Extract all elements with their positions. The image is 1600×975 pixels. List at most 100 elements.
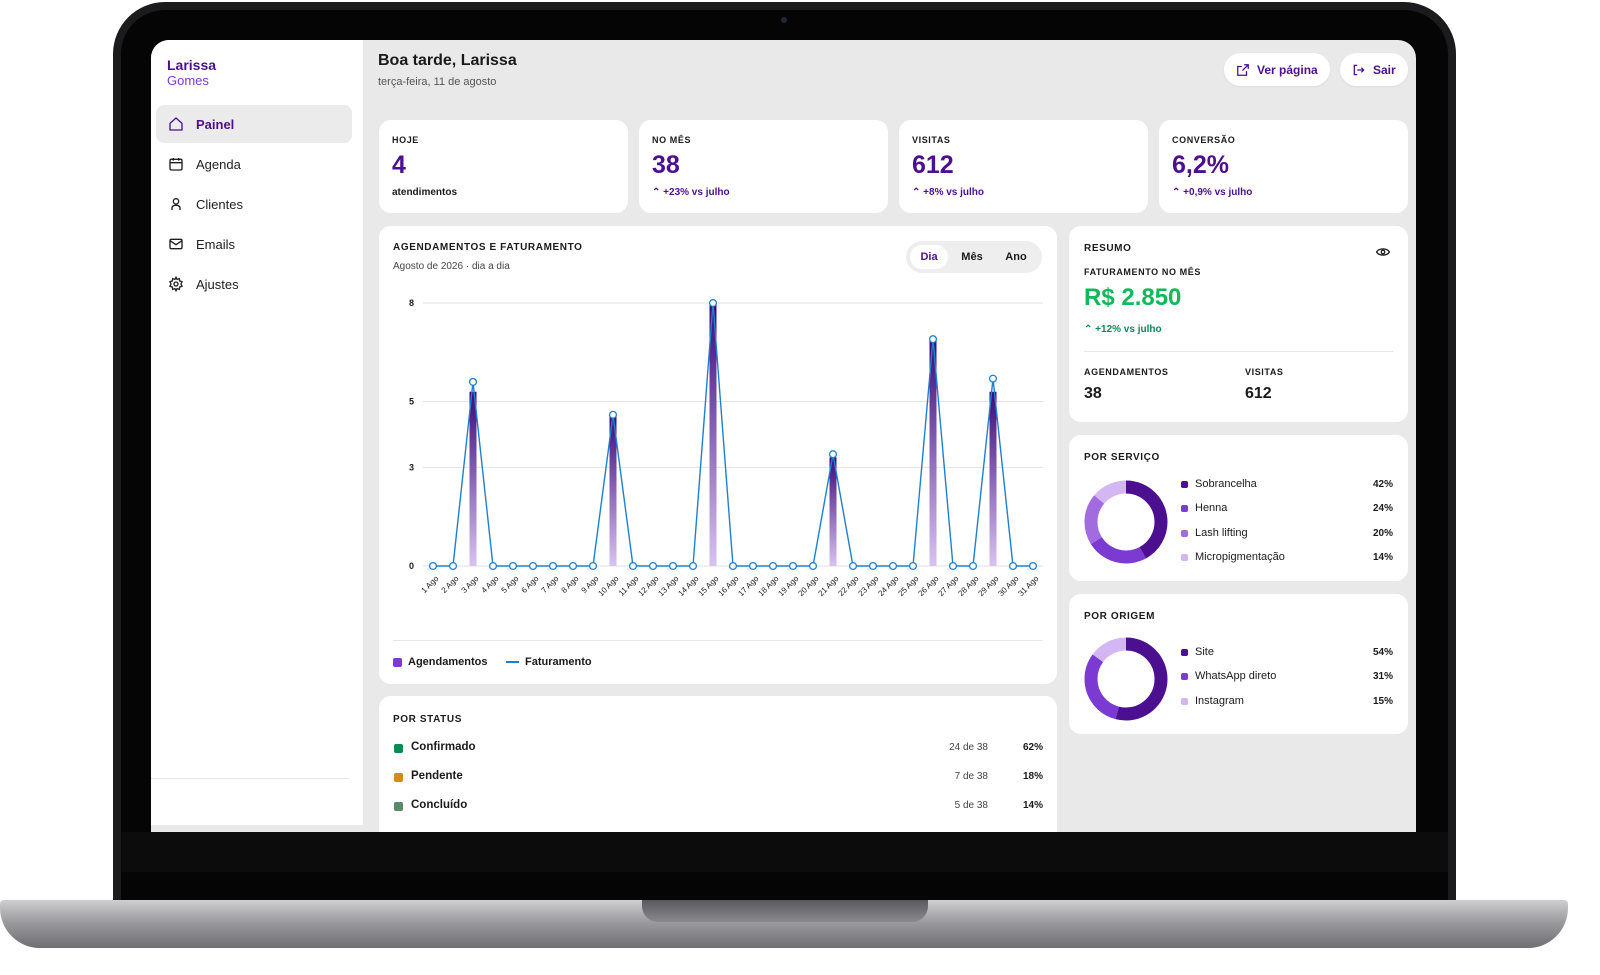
point-faturamento[interactable] (768, 561, 778, 571)
page-date: terça-feira, 11 de agosto (378, 76, 497, 88)
kpi-label: HOJE (392, 135, 419, 145)
x-tick-label: 11 Ago (617, 574, 641, 598)
point-faturamento[interactable] (748, 561, 758, 571)
laptop-notch (642, 900, 928, 922)
x-tick-label: 2 Ago (440, 574, 461, 595)
point-faturamento[interactable] (988, 374, 998, 383)
legend-swatch (1181, 481, 1188, 488)
point-faturamento[interactable] (608, 410, 618, 419)
point-faturamento[interactable] (808, 561, 818, 571)
x-tick-label: 24 Ago (876, 574, 900, 598)
chart-title: AGENDAMENTOS E FATURAMENTO (393, 242, 583, 253)
service-label: Sobrancelha (1195, 478, 1257, 490)
donut-slice (1084, 480, 1168, 564)
point-faturamento[interactable] (508, 561, 518, 571)
point-faturamento[interactable] (728, 561, 738, 571)
point-faturamento[interactable] (448, 561, 458, 571)
status-count: 7 de 38 (954, 771, 988, 782)
app-screen: Larissa Gomes Painel Agenda Clientes Ema… (151, 40, 1416, 832)
point-faturamento[interactable] (468, 377, 478, 386)
point-faturamento[interactable] (648, 561, 658, 571)
point-faturamento[interactable] (708, 298, 718, 308)
sidebar: Larissa Gomes Painel Agenda Clientes Ema… (151, 40, 363, 825)
service-pct: 14% (1372, 552, 1393, 563)
view-page-label: Ver página (1257, 62, 1318, 77)
service-label: Henna (1195, 502, 1228, 514)
summary-card: RESUMO FATURAMENTO NO MÊS R$ 2.850 ⌃ +12… (1069, 226, 1408, 422)
sidebar-item-clientes[interactable]: Clientes (156, 185, 352, 223)
kpi-value: 6,2% (1172, 151, 1229, 179)
y-tick-label: 8 (409, 298, 414, 308)
x-tick-label: 27 Ago (936, 574, 960, 598)
kpi-value: 612 (912, 151, 954, 179)
kpi-card-visitas: VISITAS 612 ⌃ +8% vs julho (899, 120, 1148, 213)
x-tick-label: 20 Ago (796, 574, 820, 598)
sidebar-item-ajustes[interactable]: Ajustes (156, 265, 352, 303)
sidebar-item-emails[interactable]: Emails (156, 225, 352, 263)
mail-icon (169, 238, 183, 250)
gear-icon (169, 276, 183, 292)
service-legend-row: Sobrancelha 42% (1181, 478, 1393, 494)
legend-swatch (1181, 698, 1188, 705)
service-label: Lash lifting (1195, 527, 1248, 539)
status-row: Confirmado 24 de 38 62% (393, 741, 1043, 757)
eye-icon[interactable] (1376, 246, 1390, 258)
point-faturamento[interactable] (668, 561, 678, 571)
sidebar-item-label: Emails (196, 236, 236, 252)
status-pct: 14% (1022, 800, 1043, 811)
point-faturamento[interactable] (628, 561, 638, 571)
point-faturamento[interactable] (548, 561, 558, 571)
point-faturamento[interactable] (788, 561, 798, 571)
status-label: Concluído (411, 799, 468, 811)
status-pct: 62% (1022, 742, 1043, 753)
toggle-mes[interactable]: Mês (961, 251, 983, 263)
point-faturamento[interactable] (1008, 561, 1018, 571)
chart-subtitle: Agosto de 2026 · dia a dia (393, 261, 510, 272)
point-faturamento[interactable] (868, 561, 878, 571)
point-faturamento[interactable] (1028, 561, 1038, 571)
point-faturamento[interactable] (908, 561, 918, 571)
donut-slice (1084, 480, 1168, 564)
logout-button[interactable]: Sair (1340, 53, 1408, 86)
sidebar-item-label: Ajustes (196, 276, 239, 292)
external-link-icon (1237, 63, 1249, 76)
point-faturamento[interactable] (888, 561, 898, 571)
x-tick-label: 31 Ago (1016, 574, 1040, 598)
point-faturamento[interactable] (428, 561, 438, 571)
toggle-dia[interactable]: Dia (910, 245, 948, 269)
x-tick-label: 28 Ago (956, 574, 980, 598)
billing-delta-text: +12% vs julho (1095, 324, 1162, 335)
point-faturamento[interactable] (568, 561, 578, 571)
point-faturamento[interactable] (828, 450, 838, 459)
point-faturamento[interactable] (488, 561, 498, 571)
service-label: Micropigmentação (1195, 551, 1285, 563)
toggle-ano[interactable]: Ano (1005, 251, 1027, 263)
appointments-label: AGENDAMENTOS (1084, 367, 1169, 377)
billing-label: FATURAMENTO NO MÊS (1084, 267, 1201, 277)
bar-agendamentos (709, 303, 717, 566)
point-faturamento[interactable] (948, 561, 958, 571)
point-faturamento[interactable] (928, 335, 938, 344)
origin-legend-row: Site 54% (1181, 646, 1393, 662)
kpi-card-mes: NO MÊS 38 ⌃ +23% vs julho (639, 120, 888, 213)
logout-icon (1353, 64, 1365, 75)
status-label: Pendente (411, 770, 463, 782)
arrow-up-icon: ⌃ (912, 187, 924, 198)
point-faturamento[interactable] (588, 561, 598, 571)
bar-agendamentos (929, 339, 937, 566)
origin-pct: 31% (1372, 671, 1393, 682)
bar-agendamentos (989, 391, 997, 566)
point-faturamento[interactable] (968, 561, 978, 571)
kpi-label: VISITAS (912, 135, 951, 145)
sidebar-item-agenda[interactable]: Agenda (156, 145, 352, 183)
bookings-revenue-chart: 0 3 5 8 1 Ago 2 Ago 3 Ago 4 Ago 5 Ago 6 Ago 7 Ago 8… (409, 298, 1043, 598)
x-tick-label: 21 Ago (816, 574, 840, 598)
point-faturamento[interactable] (688, 561, 698, 571)
point-faturamento[interactable] (528, 561, 538, 571)
sidebar-item-painel[interactable]: Painel (156, 105, 352, 143)
legend-swatch (506, 661, 519, 663)
view-page-button[interactable]: Ver página (1224, 53, 1330, 86)
sidebar-divider (151, 778, 349, 779)
point-faturamento[interactable] (848, 561, 858, 571)
x-tick-label: 30 Ago (996, 574, 1020, 598)
